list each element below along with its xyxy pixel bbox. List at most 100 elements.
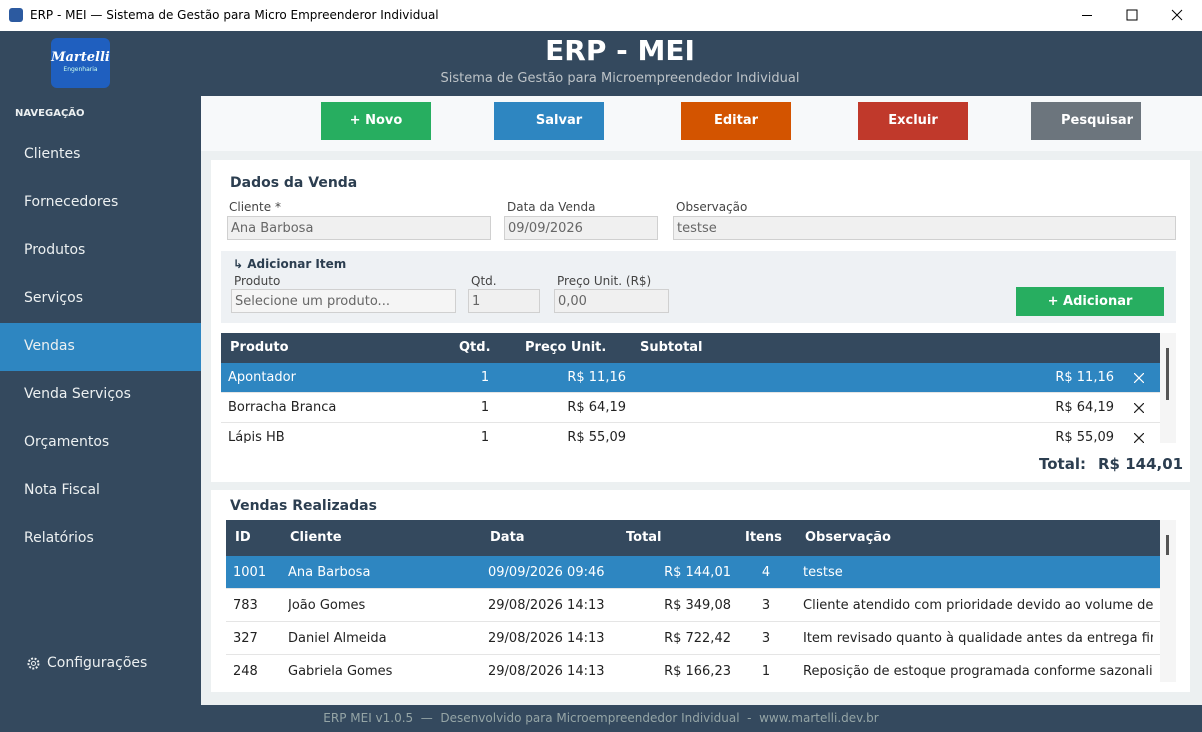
title-bar xyxy=(0,0,1202,31)
nav-label: Relatórios xyxy=(24,530,94,546)
table-cell: 1 xyxy=(761,664,771,679)
header xyxy=(0,31,1202,96)
table-cell: João Gomes xyxy=(288,598,366,613)
label: Produto xyxy=(234,274,281,288)
table-cell: 29/08/2026 14:13 xyxy=(488,631,605,646)
label: Preço Unit. (R$) xyxy=(557,274,652,288)
nav-label: Venda Serviços xyxy=(24,386,131,402)
table-cell: 248 xyxy=(233,664,258,679)
nav-label: Clientes xyxy=(24,146,81,162)
remove-icon[interactable] xyxy=(1134,373,1144,383)
table-cell: R$ 11,16 xyxy=(1055,370,1114,385)
table-cell: 1 xyxy=(480,430,490,443)
toolbar-button[interactable]: Excluir xyxy=(858,102,968,140)
sales-table: ID Cliente Data Total Itens Observação 1001 Ana… xyxy=(226,520,1160,682)
label: Data da Venda xyxy=(507,200,596,214)
app-title: ERP - MEI xyxy=(545,34,695,67)
toolbar-button[interactable]: + Novo xyxy=(321,102,431,140)
note-input[interactable]: testse xyxy=(673,216,1176,240)
sidebar-heading: NAVEGAÇÃO xyxy=(15,108,85,119)
table-cell: R$ 349,08 xyxy=(664,598,731,613)
table-cell: 1001 xyxy=(233,565,267,580)
nav-item[interactable]: Fornecedores xyxy=(0,179,201,227)
table-cell: 3 xyxy=(761,631,771,646)
nav-item[interactable]: Nota Fiscal xyxy=(0,467,201,515)
items-table: Produto Qtd. Preço Unit. Subtotal Apontador 1… xyxy=(221,333,1160,443)
sidebar: NAVEGAÇÃO Configurações Clientes Forneced… xyxy=(0,96,201,705)
product-select[interactable]: Selecione um produto... xyxy=(231,289,456,313)
client-select[interactable]: Ana Barbosa xyxy=(227,216,491,240)
table-row[interactable]: Lápis HB 1 R$ 55,09 R$ 55,09 xyxy=(221,423,1160,443)
column-header: Preço Unit. xyxy=(525,340,607,355)
remove-icon[interactable] xyxy=(1134,433,1144,443)
column-header: ID xyxy=(235,530,251,545)
footer-text: ERP MEI v1.0.5 — Desenvolvido para Micro… xyxy=(323,711,879,725)
nav-item[interactable]: Vendas xyxy=(0,323,201,371)
table-row[interactable]: 248 Gabriela Gomes 29/08/2026 14:13 R$ 166,… xyxy=(226,655,1160,682)
remove-icon[interactable] xyxy=(1134,403,1144,413)
table-row[interactable]: 1001 Ana Barbosa 09/09/2026 09:46 R$ 144,01… xyxy=(226,556,1160,589)
nav-item[interactable]: Produtos xyxy=(0,227,201,275)
scroll-thumb[interactable] xyxy=(1166,535,1169,555)
table-cell: Reposição de estoque programada conforme… xyxy=(803,664,1153,679)
scrollbar xyxy=(1160,333,1176,443)
add-button[interactable]: + Adicionar xyxy=(1016,287,1164,316)
table-cell: Cliente atendido com prioridade devido a… xyxy=(803,598,1153,613)
table-row[interactable]: 327 Daniel Almeida 29/08/2026 14:13 R$ 722,… xyxy=(226,622,1160,655)
app-subtitle: Sistema de Gestão para Microempreendedor… xyxy=(440,71,800,86)
app-icon xyxy=(9,8,23,22)
window-title: ERP - MEI — Sistema de Gestão para Micro… xyxy=(30,8,439,22)
table-cell: Lápis HB xyxy=(228,430,285,443)
table-cell: R$ 166,23 xyxy=(664,664,731,679)
table-cell: 327 xyxy=(233,631,258,646)
table-cell: Apontador xyxy=(228,370,296,385)
column-header: Subtotal xyxy=(640,340,703,355)
nav-label: Fornecedores xyxy=(24,194,119,210)
table-cell: R$ 64,19 xyxy=(567,400,626,415)
table-cell: 29/08/2026 14:13 xyxy=(488,598,605,613)
table-row[interactable]: Borracha Branca 1 R$ 64,19 R$ 64,19 xyxy=(221,393,1160,423)
table-header: Produto Qtd. Preço Unit. Subtotal xyxy=(221,333,1160,363)
settings-link[interactable]: Configurações xyxy=(47,655,148,671)
table-row[interactable]: 783 João Gomes 29/08/2026 14:13 R$ 349,08 3 C… xyxy=(226,589,1160,622)
table-cell: 1 xyxy=(480,370,490,385)
table-cell: R$ 55,09 xyxy=(567,430,626,443)
nav-item[interactable]: Orçamentos xyxy=(0,419,201,467)
column-header: Observação xyxy=(805,530,891,545)
window-controls[interactable] xyxy=(1070,0,1202,31)
table-cell: Item revisado quanto à qualidade antes d… xyxy=(803,631,1153,646)
panel-title: Vendas Realizadas xyxy=(230,498,377,514)
label: Observação xyxy=(676,200,748,214)
scroll-thumb[interactable] xyxy=(1166,348,1169,400)
table-cell: 4 xyxy=(761,565,771,580)
nav-label: Produtos xyxy=(24,242,86,258)
nav-item[interactable]: Clientes xyxy=(0,131,201,179)
table-cell: testse xyxy=(803,565,843,580)
gear-icon xyxy=(27,657,40,670)
toolbar-button[interactable]: Salvar xyxy=(494,102,604,140)
nav-item[interactable]: Venda Serviços xyxy=(0,371,201,419)
table-cell: 09/09/2026 09:46 xyxy=(488,565,605,580)
add-item-title: ↳ Adicionar Item xyxy=(233,257,347,271)
table-cell: 1 xyxy=(480,400,490,415)
total-value: R$ 144,01 xyxy=(1098,455,1184,473)
column-header: Produto xyxy=(230,340,289,355)
qty-input[interactable]: 1 xyxy=(468,289,540,313)
total-label: Total: xyxy=(1039,455,1086,473)
toolbar-button[interactable]: Editar xyxy=(681,102,791,140)
table-cell: 29/08/2026 14:13 xyxy=(488,664,605,679)
table-cell: Gabriela Gomes xyxy=(288,664,393,679)
date-input[interactable]: 09/09/2026 xyxy=(504,216,658,240)
logo-text: Martelli xyxy=(51,50,110,65)
label: Cliente * xyxy=(229,200,281,214)
toolbar-button[interactable]: Pesquisar xyxy=(1031,102,1141,140)
nav-item[interactable]: Relatórios xyxy=(0,515,201,563)
price-input[interactable]: 0,00 xyxy=(554,289,669,313)
table-cell: Borracha Branca xyxy=(228,400,337,415)
table-cell: Daniel Almeida xyxy=(288,631,387,646)
nav-item[interactable]: Serviços xyxy=(0,275,201,323)
table-cell: 783 xyxy=(233,598,258,613)
nav-label: Vendas xyxy=(24,338,75,354)
table-cell: Ana Barbosa xyxy=(288,565,371,580)
table-row[interactable]: Apontador 1 R$ 11,16 R$ 11,16 xyxy=(221,363,1160,393)
